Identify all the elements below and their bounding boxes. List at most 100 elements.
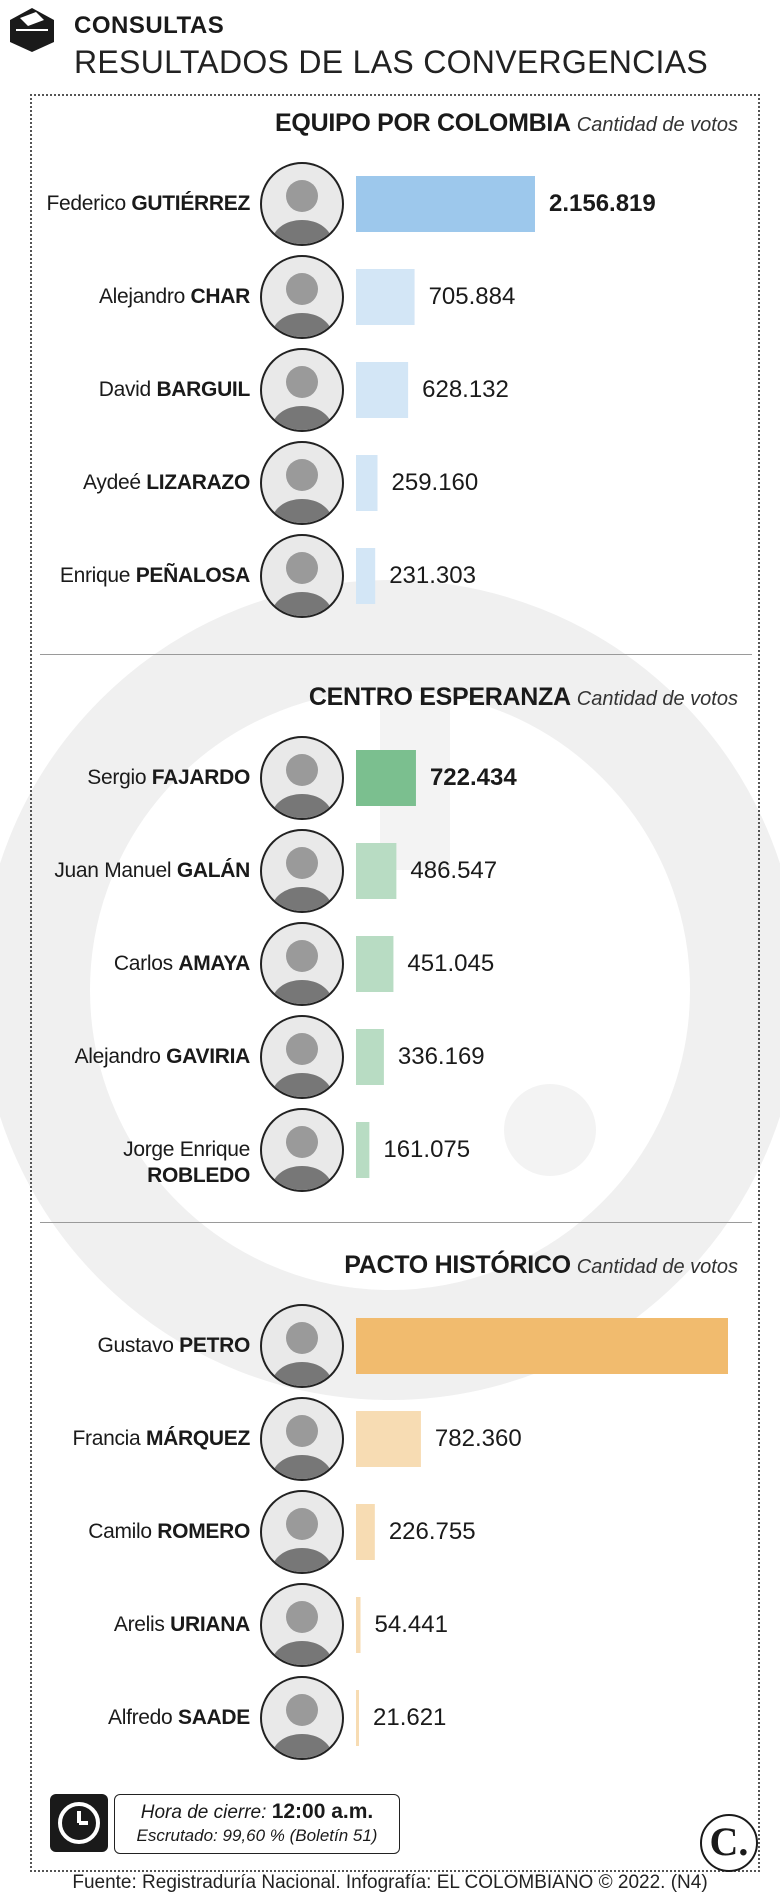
candidate-avatar [260, 255, 344, 339]
bar-robledo [356, 1122, 370, 1178]
candidate-avatar [260, 441, 344, 525]
candidate-avatar [260, 922, 344, 1006]
candidate-name: Carlos AMAYA [30, 951, 250, 977]
candidate-avatar [260, 348, 344, 432]
vote-value: 705.884 [428, 283, 516, 310]
candidate-last-name: CHAR [190, 285, 251, 308]
candidate-name: Sergio FAJARDO [30, 765, 250, 791]
vote-value: 231.303 [389, 562, 476, 589]
header-kicker: CONSULTAS [74, 12, 225, 39]
ballot-box-icon [10, 8, 54, 52]
group-name: EQUIPO POR COLOMBIA [275, 109, 571, 137]
candidate-last-name: GUTIÉRREZ [131, 192, 250, 215]
closing-time: 12:00 a.m. [271, 1800, 374, 1823]
candidate-name: Alejandro GAVIRIA [30, 1044, 251, 1070]
vote-value: 54.441 [374, 1611, 448, 1638]
candidate-first-name: Federico [46, 192, 132, 215]
candidate-first-name: Aydeé [83, 471, 147, 494]
candidate-avatar [260, 1583, 344, 1667]
candidate-last-name: AMAYA [178, 952, 250, 975]
group-unit-label: Cantidad de votos [576, 1256, 738, 1278]
bar-char [356, 269, 415, 325]
candidate-name: Jorge Enrique ROBLEDO [30, 1137, 250, 1189]
candidate-last-name: PEÑALOSA [135, 564, 251, 587]
scrutiny-status: Escrutado: 99,60 % (Boletín 51) [136, 1826, 378, 1845]
candidate-name: Gustavo PETRO [30, 1333, 251, 1359]
candidate-first-name: Carlos [113, 952, 179, 975]
group-title: CENTRO ESPERANZA Cantidad de votos [309, 682, 738, 714]
candidate-last-name: BARGUIL [156, 378, 250, 401]
bar-uriana [356, 1597, 361, 1653]
vote-value: 336.169 [397, 1043, 485, 1070]
source-credit: Fuente: Registraduría Nacional. Infograf… [72, 1872, 708, 1893]
vote-value: 21.621 [373, 1704, 447, 1731]
group-name: CENTRO ESPERANZA [308, 683, 571, 711]
bar-romero [356, 1504, 375, 1560]
candidate-name: Camilo ROMERO [30, 1519, 250, 1545]
candidate-first-name: Alfredo [108, 1706, 178, 1729]
candidate-last-name: ROMERO [157, 1520, 250, 1543]
candidate-name: Juan Manuel GALÁN [30, 858, 250, 884]
vote-value: 451.045 [407, 950, 495, 977]
candidate-first-name: Sergio [87, 766, 152, 789]
bar-peñalosa [356, 548, 376, 604]
candidate-first-name: David [98, 378, 157, 401]
group-divider [40, 654, 752, 655]
candidate-first-name: Alejandro [74, 1045, 167, 1068]
closing-info: Hora de cierre: 12:00 a.m. Escrutado: 99… [114, 1794, 400, 1854]
candidate-first-name: Gustavo [97, 1334, 180, 1357]
candidate-name: Enrique PEÑALOSA [30, 563, 250, 589]
candidate-name: Aydeé LIZARAZO [30, 470, 250, 496]
group-unit-label: Cantidad de votos [576, 688, 738, 710]
group-unit-label: Cantidad de votos [576, 114, 738, 136]
bar-barguil [356, 362, 409, 418]
bar-galán [356, 843, 397, 899]
header-title: RESULTADOS DE LAS CONVERGENCIAS [74, 44, 709, 80]
bar-amaya [356, 936, 394, 992]
bar-fajardo [356, 750, 416, 806]
vote-value: 161.075 [383, 1136, 471, 1163]
candidate-last-name: LIZARAZO [146, 471, 250, 494]
candidate-last-name: URIANA [170, 1613, 250, 1636]
vote-value: 722.434 [429, 764, 517, 791]
candidate-avatar [260, 1490, 344, 1574]
candidate-name: David BARGUIL [30, 377, 251, 403]
group-title: EQUIPO POR COLOMBIA Cantidad de votos [275, 108, 738, 140]
candidate-avatar [260, 534, 344, 618]
header: CONSULTAS RESULTADOS DE LAS CONVERGENCIA… [0, 0, 780, 90]
candidate-name: Alejandro CHAR [30, 284, 250, 310]
clock-icon [50, 1794, 108, 1852]
candidate-first-name: Enrique [59, 564, 136, 587]
content-frame [30, 94, 760, 1872]
candidate-avatar [260, 162, 344, 246]
bar-petro [356, 1318, 728, 1374]
candidate-first-name: Arelis [113, 1613, 171, 1636]
vote-value: 486.547 [410, 857, 498, 884]
bar-saade [356, 1690, 359, 1746]
brand-logo: C. [700, 1814, 758, 1872]
vote-value: 2.156.819 [548, 190, 656, 217]
bar-gutiérrez [356, 176, 535, 232]
candidate-first-name: Camilo [88, 1520, 158, 1543]
candidate-first-name: Alejandro [98, 285, 191, 308]
candidate-avatar [260, 1304, 344, 1388]
candidate-last-name: PETRO [179, 1334, 250, 1357]
group-title: PACTO HISTÓRICO Cantidad de votos [344, 1250, 738, 1282]
candidate-avatar [260, 1015, 344, 1099]
candidate-name: Alfredo SAADE [30, 1705, 250, 1731]
candidate-last-name: GALÁN [176, 859, 250, 882]
candidate-name: Francia MÁRQUEZ [30, 1426, 250, 1452]
candidate-avatar [260, 1108, 344, 1192]
vote-value: 782.360 [434, 1425, 522, 1452]
candidate-avatar [260, 1676, 344, 1760]
bar-gaviria [356, 1029, 384, 1085]
candidate-name: Arelis URIANA [30, 1612, 250, 1638]
candidate-avatar [260, 1397, 344, 1481]
candidate-avatar [260, 829, 344, 913]
group-divider [40, 1222, 752, 1223]
candidate-last-name: FAJARDO [151, 766, 251, 789]
vote-value: 628.132 [422, 376, 509, 403]
candidate-last-name: GAVIRIA [166, 1045, 250, 1068]
